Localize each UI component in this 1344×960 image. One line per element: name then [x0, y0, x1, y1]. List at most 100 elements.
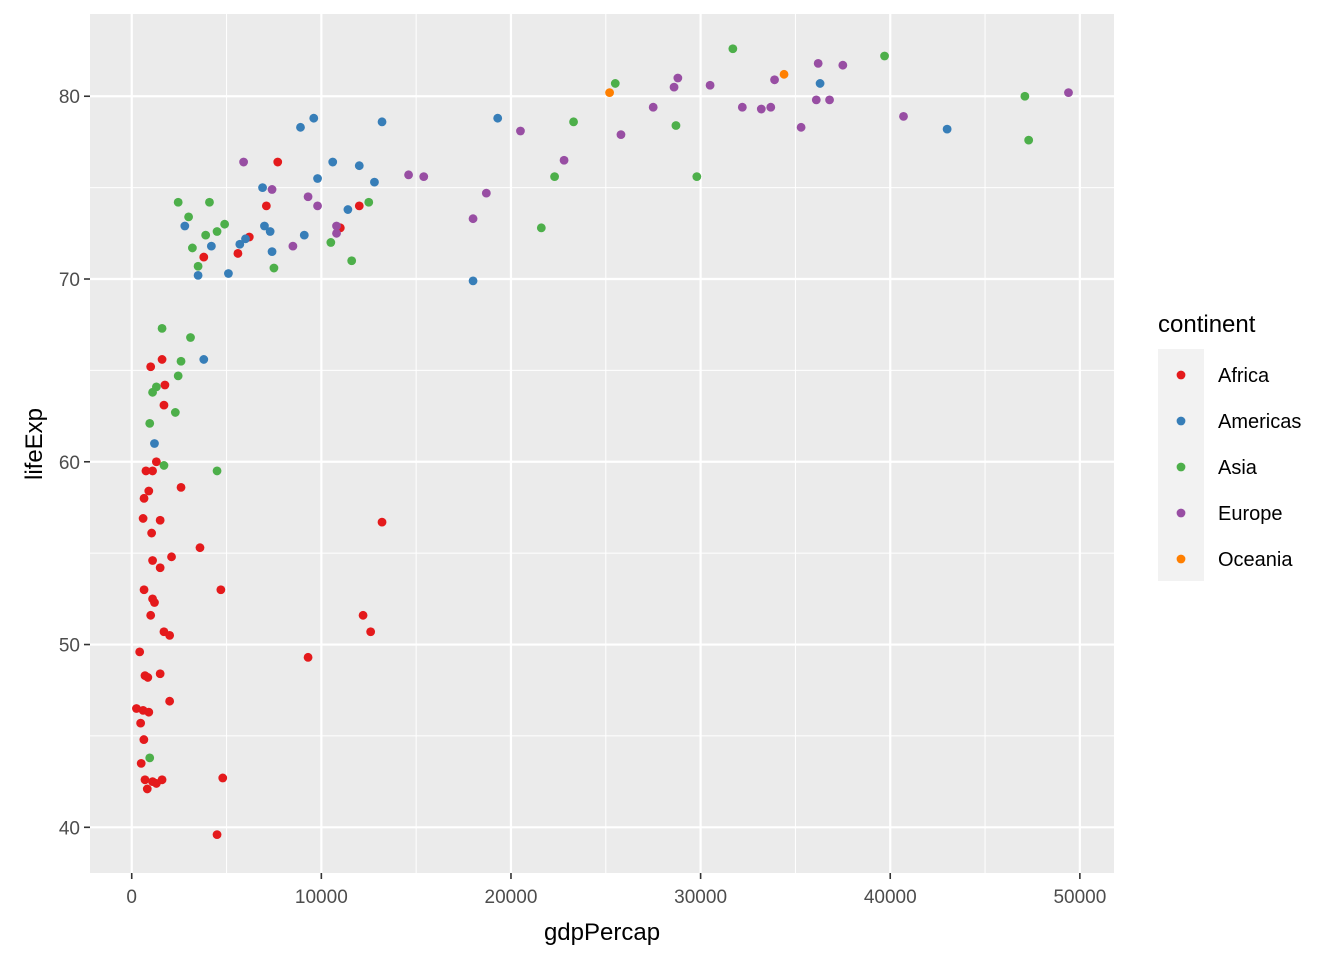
point-africa	[140, 775, 150, 785]
point-americas	[815, 79, 825, 88]
point-africa	[233, 249, 243, 258]
point-americas	[199, 355, 209, 364]
x-axis-title: gdpPercap	[544, 919, 660, 946]
point-africa	[157, 355, 167, 364]
legend-label-asia: Asia	[1218, 457, 1258, 479]
point-asia	[151, 382, 161, 392]
point-africa	[141, 466, 151, 476]
point-africa	[151, 457, 161, 467]
point-europe	[756, 104, 766, 114]
point-oceania	[779, 69, 789, 79]
point-europe	[468, 214, 478, 224]
point-americas	[370, 177, 379, 187]
point-europe	[267, 185, 277, 194]
legend-label-oceania: Oceania	[1218, 549, 1293, 571]
point-americas	[241, 234, 250, 244]
point-africa	[148, 466, 157, 476]
legend-label-europe: Europe	[1218, 503, 1283, 525]
legend: continent Africa Americas Asia Europe Oceani…	[1158, 311, 1301, 581]
x-axis-ticks: 0 10000 20000 30000 40000 50000	[126, 873, 1106, 908]
point-asia	[326, 238, 336, 247]
point-asia	[173, 197, 183, 207]
point-africa	[144, 486, 154, 496]
panel-background	[90, 14, 1114, 873]
point-europe	[559, 155, 569, 165]
point-asia	[193, 261, 203, 271]
point-africa	[139, 585, 149, 595]
point-americas	[299, 230, 309, 240]
point-africa	[165, 631, 175, 640]
point-americas	[180, 221, 190, 231]
y-tick-label: 70	[59, 270, 80, 291]
point-americas	[309, 113, 319, 123]
point-europe	[313, 201, 322, 211]
point-africa	[273, 157, 283, 167]
x-tick-label: 30000	[674, 887, 727, 908]
point-europe	[332, 221, 341, 231]
point-europe	[516, 126, 525, 136]
point-americas	[150, 439, 159, 448]
point-africa	[195, 543, 205, 553]
point-asia	[184, 212, 194, 222]
point-africa	[135, 647, 145, 657]
point-europe	[796, 122, 806, 132]
point-africa	[148, 556, 157, 565]
point-asia	[205, 197, 214, 207]
point-europe	[616, 130, 626, 140]
x-tick-label: 0	[126, 887, 137, 908]
point-europe	[288, 241, 298, 251]
point-asia	[569, 117, 578, 127]
point-americas	[313, 174, 322, 183]
point-africa	[142, 784, 152, 794]
point-europe	[673, 73, 683, 83]
minor-gridlines	[90, 14, 1114, 873]
point-europe	[239, 157, 249, 167]
point-americas	[468, 276, 478, 286]
point-africa	[138, 514, 148, 523]
point-africa	[216, 585, 226, 595]
x-tick-label: 20000	[485, 887, 538, 908]
point-africa	[157, 775, 167, 785]
point-europe	[669, 82, 679, 92]
legend-key-europe	[1176, 508, 1186, 518]
point-africa	[132, 704, 141, 713]
y-tick-label: 60	[59, 453, 80, 474]
point-asia	[176, 356, 186, 366]
point-americas	[354, 161, 364, 171]
point-africa	[261, 201, 271, 211]
point-africa	[303, 652, 313, 662]
x-tick-label: 10000	[295, 887, 348, 908]
point-asia	[550, 172, 559, 182]
point-americas	[942, 124, 952, 134]
point-africa	[139, 735, 149, 744]
point-africa	[358, 610, 368, 620]
point-asia	[671, 121, 681, 130]
point-africa	[155, 563, 165, 573]
point-africa	[159, 400, 169, 410]
point-africa	[136, 758, 146, 768]
point-europe	[648, 102, 658, 112]
point-africa	[165, 696, 175, 706]
y-axis-ticks: 40 50 60 70 80	[59, 87, 90, 839]
point-europe	[737, 102, 747, 112]
point-americas	[377, 117, 387, 127]
legend-label-americas: Americas	[1218, 411, 1301, 433]
legend-key-oceania	[1176, 554, 1186, 564]
legend-key-americas	[1176, 416, 1186, 426]
point-europe	[303, 192, 313, 202]
point-africa	[155, 515, 165, 525]
point-asia	[536, 223, 546, 233]
point-europe	[899, 111, 908, 121]
point-africa	[176, 482, 186, 492]
point-europe	[481, 188, 491, 198]
point-asia	[610, 79, 620, 88]
point-africa	[144, 707, 154, 717]
point-africa	[199, 252, 209, 262]
point-asia	[212, 466, 222, 476]
point-asia	[188, 243, 197, 253]
point-asia	[173, 371, 183, 381]
point-africa	[160, 380, 170, 390]
point-asia	[728, 44, 738, 54]
major-gridlines	[90, 14, 1114, 873]
